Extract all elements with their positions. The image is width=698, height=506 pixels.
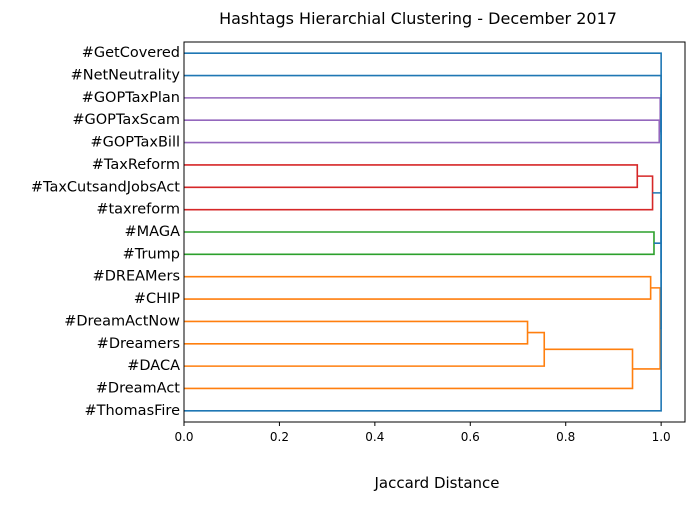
x-tick-label: 0.4: [365, 430, 384, 444]
leaf-label: #GOPTaxScam: [72, 112, 180, 128]
leaf-labels: #GetCovered #NetNeutrality #GOPTaxPlan #GOP…: [31, 45, 181, 419]
dendrogram-links: [184, 52, 662, 412]
dendrogram-link: [184, 275, 652, 300]
dendrogram-link: [632, 287, 661, 370]
leaf-label: #TaxCutsandJobsAct: [31, 179, 180, 195]
x-tick-label: 0.0: [174, 430, 193, 444]
leaf-label: #GOPTaxBill: [91, 135, 181, 151]
dendrogram-link: [184, 175, 654, 211]
leaf-label: #CHIP: [134, 291, 180, 307]
x-tick-label: 0.6: [461, 430, 480, 444]
leaf-label: #Trump: [123, 246, 180, 262]
dendrogram-link: [184, 119, 661, 144]
x-tick-label: 0.8: [556, 430, 575, 444]
x-tick-label: 1.0: [652, 430, 671, 444]
leaf-label: #GetCovered: [82, 45, 180, 61]
dendrogram-link: [184, 348, 634, 390]
dendrogram-link: [184, 93, 662, 412]
leaf-label: #GOPTaxPlan: [82, 90, 180, 106]
leaf-label: #NetNeutrality: [71, 68, 181, 84]
x-tick-label: 0.2: [270, 430, 289, 444]
plot-frame: [183, 41, 686, 423]
chart-title: Hashtags Hierarchial Clustering - Decemb…: [219, 9, 617, 28]
leaf-label: #DreamAct: [96, 380, 181, 396]
leaf-label: #DreamActNow: [64, 313, 180, 329]
leaf-label: #ThomasFire: [84, 403, 180, 419]
leaf-label: #MAGA: [125, 224, 181, 240]
leaf-label: #TaxReform: [92, 157, 180, 173]
x-axis: 0.0 0.2 0.4 0.6 0.8 1.0: [174, 422, 671, 444]
dendrogram-link: [184, 164, 639, 189]
leaf-label: #taxreform: [96, 202, 180, 218]
dendrogram-link: [184, 320, 529, 345]
leaf-label: #DACA: [127, 358, 180, 374]
dendrogram-link: [184, 74, 662, 194]
leaf-label: #DREAMers: [93, 269, 180, 285]
x-axis-label: Jaccard Distance: [373, 474, 499, 492]
leaf-label: #Dreamers: [97, 336, 180, 352]
dendrogram-link: [184, 231, 655, 256]
dendrogram-link: [184, 97, 661, 133]
dendrogram-link: [184, 52, 662, 135]
dendrogram-link: [184, 331, 546, 367]
